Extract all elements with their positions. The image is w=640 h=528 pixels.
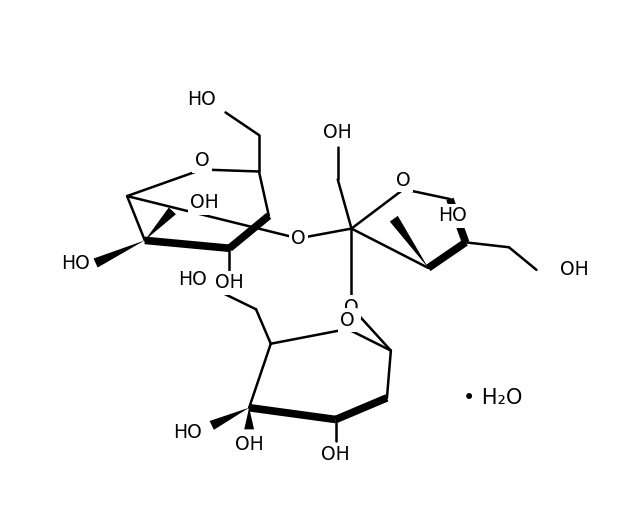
Polygon shape — [210, 408, 249, 430]
Text: O: O — [344, 298, 359, 317]
Text: O: O — [195, 151, 209, 170]
Text: HO: HO — [188, 90, 216, 109]
Text: O: O — [291, 229, 306, 248]
Text: O: O — [396, 171, 411, 190]
Text: HO: HO — [438, 206, 467, 225]
Text: OH: OH — [190, 193, 219, 212]
Text: OH: OH — [323, 122, 352, 142]
Text: • H₂O: • H₂O — [463, 388, 522, 408]
Polygon shape — [145, 208, 176, 240]
Text: OH: OH — [235, 435, 264, 454]
Polygon shape — [390, 216, 428, 268]
Text: OH: OH — [560, 260, 589, 279]
Text: HO: HO — [178, 270, 207, 289]
Text: O: O — [340, 310, 355, 329]
Polygon shape — [93, 240, 145, 268]
Text: HO: HO — [61, 253, 90, 272]
Polygon shape — [244, 408, 254, 429]
Text: OH: OH — [215, 273, 244, 292]
Text: OH: OH — [321, 446, 350, 465]
Text: HO: HO — [173, 423, 202, 442]
